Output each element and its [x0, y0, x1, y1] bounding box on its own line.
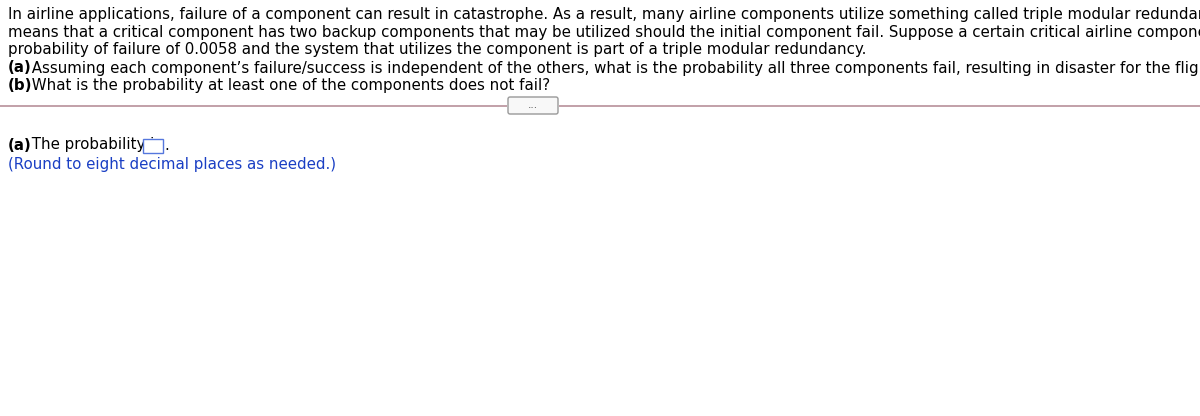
Text: (a): (a)	[8, 60, 31, 75]
Text: .: .	[164, 138, 169, 153]
FancyBboxPatch shape	[508, 97, 558, 114]
Text: ...: ...	[528, 101, 538, 111]
FancyBboxPatch shape	[143, 139, 163, 153]
Text: probability of failure of 0.0058 and the system that utilizes the component is p: probability of failure of 0.0058 and the…	[8, 42, 866, 57]
Text: What is the probability at least one of the components does not fail?: What is the probability at least one of …	[28, 78, 550, 93]
Text: (Round to eight decimal places as needed.): (Round to eight decimal places as needed…	[8, 157, 336, 172]
Text: Assuming each component’s failure/success is independent of the others, what is : Assuming each component’s failure/succes…	[28, 60, 1200, 75]
Text: means that a critical component has two backup components that may be utilized s: means that a critical component has two …	[8, 25, 1200, 40]
Text: In airline applications, failure of a component can result in catastrophe. As a : In airline applications, failure of a co…	[8, 7, 1200, 22]
Text: (b): (b)	[8, 78, 32, 93]
Text: (a): (a)	[8, 138, 31, 153]
Text: The probability is: The probability is	[28, 138, 167, 153]
